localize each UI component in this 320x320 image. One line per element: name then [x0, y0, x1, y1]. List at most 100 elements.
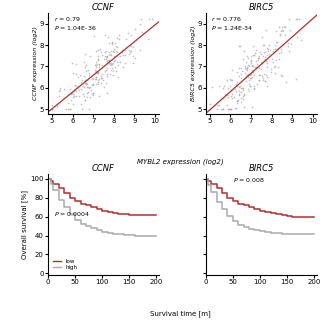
Point — [232, 105, 237, 110]
Point — [235, 100, 240, 106]
Point — [92, 68, 98, 73]
Point — [80, 77, 85, 82]
Point — [282, 25, 287, 30]
Text: MYBL2 expression (log2): MYBL2 expression (log2) — [138, 158, 224, 165]
Point — [242, 92, 247, 97]
Point — [107, 61, 112, 67]
Point — [241, 93, 246, 98]
Point — [83, 62, 88, 68]
Point — [260, 35, 265, 40]
Point — [246, 88, 251, 93]
Point — [106, 58, 111, 63]
Point — [277, 32, 282, 37]
Point — [94, 82, 99, 87]
Text: $r$ = 0.776
$P$ = 1.24E-34: $r$ = 0.776 $P$ = 1.24E-34 — [211, 15, 254, 32]
Y-axis label: Overall survival [%]: Overall survival [%] — [21, 190, 28, 259]
Point — [128, 50, 133, 55]
Point — [105, 61, 110, 66]
Point — [248, 83, 253, 88]
Point — [235, 69, 240, 74]
Point — [237, 92, 242, 98]
Point — [128, 49, 133, 54]
Point — [251, 63, 256, 68]
Point — [56, 93, 61, 98]
Point — [277, 32, 283, 37]
Point — [132, 27, 138, 32]
Point — [111, 47, 116, 52]
Y-axis label: CCNF expression (log2): CCNF expression (log2) — [33, 26, 38, 100]
Point — [50, 107, 55, 112]
Point — [260, 73, 265, 78]
Point — [265, 52, 270, 57]
Point — [287, 28, 292, 33]
Point — [243, 64, 248, 69]
Point — [108, 63, 114, 68]
Point — [96, 71, 101, 76]
Point — [239, 90, 244, 95]
Point — [82, 81, 87, 86]
Point — [257, 73, 262, 78]
Point — [216, 102, 221, 107]
Point — [259, 67, 264, 72]
Point — [76, 93, 81, 99]
Point — [85, 77, 90, 82]
Point — [252, 64, 257, 69]
Point — [268, 69, 274, 74]
Point — [236, 73, 241, 78]
Point — [83, 51, 88, 56]
Point — [276, 24, 281, 29]
Point — [97, 93, 102, 98]
Point — [74, 84, 79, 89]
Point — [90, 90, 95, 95]
Point — [116, 75, 121, 80]
Point — [111, 72, 116, 77]
Point — [89, 91, 94, 96]
Point — [130, 53, 135, 59]
Point — [236, 84, 241, 90]
Point — [108, 53, 114, 58]
Point — [69, 97, 74, 102]
Point — [239, 85, 244, 90]
Point — [229, 95, 234, 100]
Point — [276, 57, 281, 62]
Point — [235, 98, 240, 103]
Point — [95, 70, 100, 75]
Point — [256, 57, 261, 62]
Point — [252, 83, 257, 88]
Point — [107, 52, 112, 58]
Point — [247, 75, 252, 80]
Point — [118, 54, 123, 59]
Point — [74, 61, 79, 67]
Point — [224, 92, 229, 98]
Point — [229, 77, 235, 83]
Point — [95, 69, 100, 74]
Point — [91, 81, 96, 86]
Point — [95, 77, 100, 82]
Point — [272, 43, 277, 48]
Point — [228, 76, 233, 82]
Point — [249, 70, 254, 75]
Point — [262, 43, 267, 48]
Point — [79, 107, 84, 112]
Point — [109, 39, 114, 44]
Point — [236, 97, 241, 102]
Point — [89, 82, 94, 87]
Point — [263, 57, 268, 62]
Point — [228, 84, 233, 89]
Point — [84, 68, 89, 73]
Point — [85, 89, 91, 94]
Point — [89, 77, 94, 82]
Point — [254, 58, 259, 63]
Point — [111, 60, 116, 65]
Point — [103, 53, 108, 59]
Point — [105, 66, 110, 71]
Point — [228, 93, 233, 98]
Point — [241, 96, 246, 101]
Point — [81, 91, 86, 96]
Point — [283, 79, 288, 84]
Point — [246, 77, 252, 82]
Point — [99, 75, 104, 80]
Point — [112, 57, 117, 62]
Point — [50, 102, 55, 107]
Point — [256, 53, 261, 58]
